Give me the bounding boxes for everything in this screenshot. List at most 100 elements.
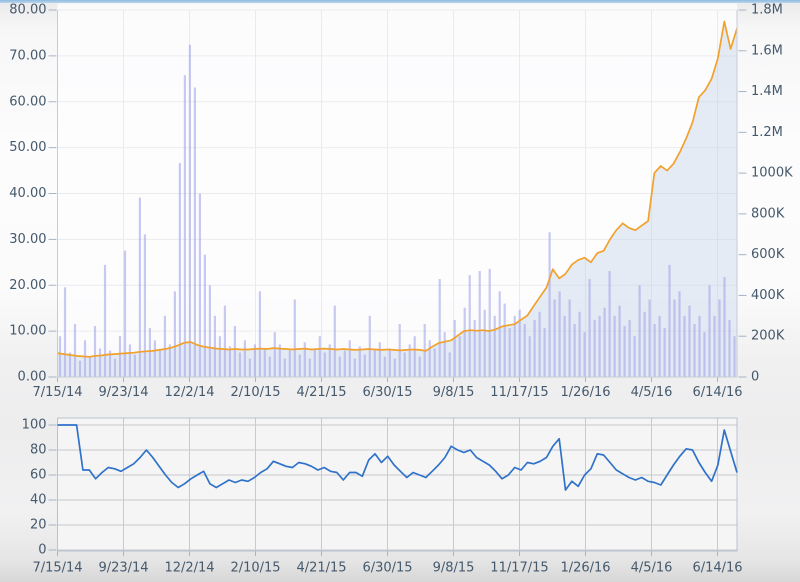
volume-bar — [303, 342, 306, 377]
volume-bar — [388, 348, 391, 377]
left-axis-label: 70.00 — [9, 48, 46, 63]
volume-bar — [438, 279, 441, 377]
volume-bar — [528, 336, 531, 377]
volume-bar — [503, 303, 506, 377]
left-axis-label: 50.00 — [9, 140, 46, 155]
volume-bar — [268, 356, 271, 377]
volume-bar — [453, 319, 456, 377]
price-x-label: 6/30/15 — [362, 385, 412, 400]
volume-bar — [473, 319, 476, 377]
oscillator-plot-area[interactable] — [57, 418, 738, 551]
volume-bar — [173, 291, 176, 377]
volume-bar — [153, 340, 156, 377]
volume-bar — [103, 264, 107, 377]
osc-x-label: 4/21/15 — [296, 561, 346, 576]
price-line — [57, 20, 738, 358]
volume-bar — [218, 336, 221, 377]
volume-bar — [733, 336, 736, 377]
volume-bar — [583, 332, 586, 377]
volume-bar — [258, 291, 261, 377]
volume-bar — [73, 324, 77, 377]
osc-y-label: 40 — [30, 493, 47, 508]
volume-bar — [228, 346, 231, 377]
volume-bar — [348, 340, 351, 377]
left-axis-label: 20.00 — [9, 278, 46, 293]
volume-bar — [168, 344, 171, 377]
volume-bar — [413, 336, 416, 377]
volume-bar — [643, 311, 646, 377]
volume-bar — [393, 358, 396, 377]
volume-bar — [313, 348, 316, 377]
osc-x-label: 9/8/15 — [433, 561, 475, 576]
volume-bar — [588, 279, 591, 377]
volume-bar — [208, 285, 211, 378]
osc-x-label: 7/15/14 — [32, 561, 82, 576]
volume-bar — [443, 332, 446, 377]
price-x-label: 1/26/16 — [560, 385, 610, 400]
price-plot-area[interactable] — [57, 3, 738, 378]
volume-bar — [383, 356, 386, 377]
volume-bar — [358, 346, 361, 377]
volume-bar — [378, 342, 381, 377]
volume-bar — [698, 315, 701, 377]
osc-x-label: 4/5/16 — [631, 561, 673, 576]
volume-bar — [518, 309, 521, 377]
oscillator-line — [57, 424, 738, 491]
window-top-border — [0, 0, 800, 3]
volume-bar — [533, 319, 536, 377]
volume-bar — [713, 315, 716, 377]
osc-x-label: 1/26/16 — [560, 561, 610, 576]
price-area-fill — [57, 21, 737, 377]
volume-bar — [243, 340, 246, 377]
right-axis-label: 1.8M — [751, 3, 783, 18]
volume-bar — [508, 328, 511, 377]
volume-bar — [108, 350, 112, 377]
price-x-label: 9/23/14 — [98, 385, 148, 400]
volume-bar — [263, 348, 266, 377]
right-axis-label: 1.4M — [751, 84, 783, 99]
volume-bar — [273, 332, 276, 377]
volume-bar — [523, 324, 526, 377]
price-x-label: 6/14/16 — [692, 385, 742, 400]
osc-x-label: 9/23/14 — [98, 561, 148, 576]
volume-bar — [653, 324, 656, 377]
volume-bar — [308, 358, 311, 377]
volume-bar — [353, 358, 356, 377]
volume-bar — [118, 336, 122, 377]
volume-bar — [133, 354, 136, 377]
volume-bar — [328, 344, 331, 377]
volume-bar — [573, 324, 576, 377]
volume-bar — [138, 197, 141, 377]
price-volume-panel: 0.00 10.00 20.00 30.00 40.00 50.00 60.00 70.00 8… — [9, 3, 793, 401]
osc-y-label: 100 — [22, 418, 47, 433]
volume-bar — [418, 356, 421, 377]
price-x-label: 2/10/15 — [230, 385, 280, 400]
volume-bar — [608, 271, 611, 377]
volume-bar — [498, 291, 501, 377]
volume-bar — [658, 315, 661, 377]
volume-bar — [343, 350, 346, 377]
osc-x-label: 2/10/15 — [230, 561, 280, 576]
volume-bar — [323, 352, 326, 377]
volume-bar — [203, 254, 206, 377]
volume-bar — [448, 352, 451, 377]
left-axis-label: 80.00 — [9, 3, 46, 18]
price-x-label: 9/8/15 — [433, 385, 475, 400]
left-axis-label: 40.00 — [9, 186, 46, 201]
right-axis-label: 1000K — [751, 166, 793, 181]
volume-bar — [688, 305, 691, 377]
volume-bar — [718, 299, 721, 377]
volume-bar — [428, 340, 431, 377]
volume-bar — [223, 305, 226, 377]
volume-bar — [63, 287, 67, 377]
right-axis-label: 0 — [751, 370, 759, 385]
volume-bar — [538, 311, 541, 377]
volume-bar — [603, 307, 606, 377]
osc-x-label: 12/2/14 — [164, 561, 214, 576]
volume-bar — [513, 315, 516, 377]
volume-bar — [298, 354, 301, 377]
volume-bar — [368, 315, 371, 377]
osc-y-label: 60 — [30, 468, 47, 483]
volume-bar — [183, 75, 186, 377]
